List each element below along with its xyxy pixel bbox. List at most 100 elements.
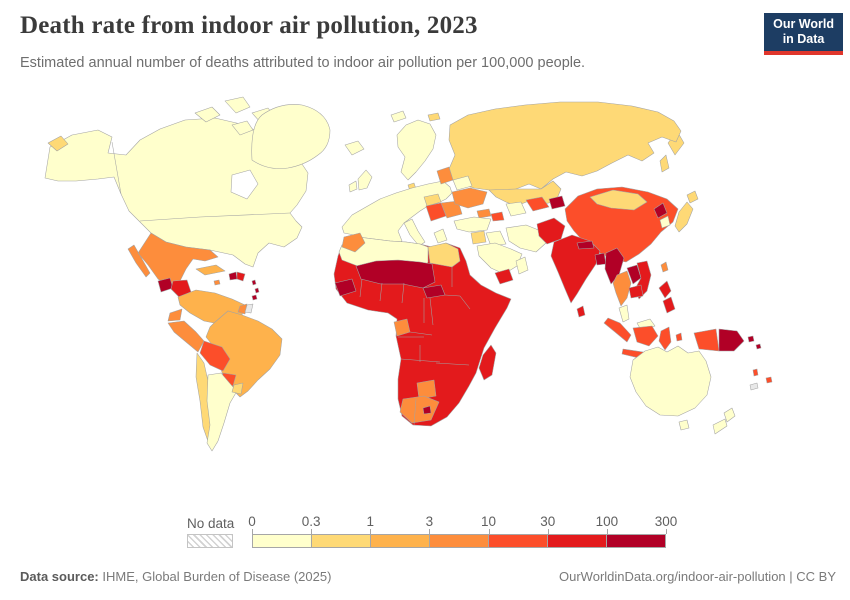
region-greece[interactable]: [433, 228, 448, 244]
region-belarus[interactable]: [452, 175, 473, 191]
region-madagascar[interactable]: [478, 344, 497, 381]
region-haiti[interactable]: [228, 271, 238, 281]
region-dominican-republic[interactable]: [236, 271, 246, 282]
region-italy[interactable]: [403, 218, 426, 247]
region-lesotho[interactable]: [422, 405, 432, 415]
legend-bin[interactable]: [606, 535, 665, 547]
legend-bin[interactable]: [547, 535, 606, 547]
region-azerbaijan[interactable]: [490, 211, 505, 222]
us-canada-border: [139, 212, 291, 222]
legend-tick-label: 10: [481, 514, 497, 529]
region-syria-jordan[interactable]: [470, 230, 487, 245]
legend-color-bar[interactable]: [252, 534, 666, 548]
legend-bin[interactable]: [253, 535, 311, 547]
region-turkey[interactable]: [453, 216, 492, 233]
region-south-korea[interactable]: [659, 215, 671, 229]
region-indonesian-papua[interactable]: [693, 328, 720, 352]
region-georgia[interactable]: [476, 208, 492, 219]
region-oman[interactable]: [515, 256, 529, 275]
region-sri-lanka[interactable]: [576, 305, 586, 318]
region-philippines[interactable]: [658, 280, 676, 314]
region-united-kingdom[interactable]: [357, 169, 373, 191]
region-tasmania[interactable]: [678, 419, 690, 431]
region-morocco[interactable]: [341, 232, 366, 253]
region-french-guiana[interactable]: [244, 303, 254, 314]
region-nepal[interactable]: [576, 240, 595, 250]
region-sulawesi[interactable]: [658, 326, 672, 351]
legend-tick-marks: [252, 529, 667, 534]
region-south-africa[interactable]: [399, 395, 440, 424]
region-scandinavia[interactable]: [396, 119, 437, 181]
region-jamaica[interactable]: [213, 279, 221, 286]
owid-logo-line2: in Data: [782, 32, 825, 46]
region-papua-new-guinea[interactable]: [718, 328, 745, 352]
region-sumatra[interactable]: [603, 317, 632, 343]
region-vanuatu[interactable]: [752, 368, 759, 377]
region-ecuador[interactable]: [167, 308, 183, 322]
africa-internal-borders: [359, 267, 471, 426]
region-franz-josef[interactable]: [427, 112, 441, 122]
region-suriname[interactable]: [237, 303, 248, 315]
region-moluccas[interactable]: [675, 332, 683, 342]
region-new-caledonia[interactable]: [749, 382, 759, 391]
region-canadian-arctic[interactable]: [194, 96, 276, 136]
region-lesser-antilles[interactable]: [251, 279, 260, 301]
legend-bin[interactable]: [488, 535, 547, 547]
region-taiwan[interactable]: [660, 261, 669, 273]
region-mongolia[interactable]: [589, 189, 648, 211]
footer-link[interactable]: OurWorldinData.org/indoor-air-pollution …: [559, 569, 836, 584]
region-iran[interactable]: [505, 224, 547, 253]
region-egypt[interactable]: [427, 242, 461, 268]
region-ukraine[interactable]: [451, 187, 488, 209]
legend-tick-labels: 0 0.3 1 3 10 30 100 300: [248, 514, 677, 530]
region-iceland[interactable]: [344, 140, 365, 156]
region-cambodia[interactable]: [628, 284, 644, 299]
legend-no-data-label: No data: [187, 516, 235, 531]
legend-tick-label: 0.3: [301, 514, 321, 529]
region-ireland[interactable]: [348, 180, 358, 193]
region-argentina[interactable]: [206, 372, 238, 452]
region-india[interactable]: [550, 234, 601, 304]
region-malaysia[interactable]: [618, 304, 630, 323]
region-botswana[interactable]: [416, 379, 437, 400]
legend-bin[interactable]: [370, 535, 429, 547]
legend-bin[interactable]: [429, 535, 488, 547]
region-north-america[interactable]: [44, 117, 309, 268]
legend-tick-label: 30: [540, 514, 556, 529]
region-japan[interactable]: [674, 190, 699, 233]
owid-logo[interactable]: Our World in Data: [764, 13, 843, 55]
region-new-zealand[interactable]: [712, 407, 736, 435]
region-north-korea[interactable]: [653, 202, 668, 219]
legend-no-data-swatch[interactable]: [187, 534, 233, 548]
region-sahel-mali-niger-chad[interactable]: [355, 259, 436, 289]
region-uzbekistan[interactable]: [525, 196, 550, 212]
region-bolivia[interactable]: [199, 340, 231, 372]
region-solomon-islands[interactable]: [747, 335, 762, 350]
legend-bin[interactable]: [311, 535, 370, 547]
region-peru[interactable]: [167, 320, 205, 353]
region-central-europe[interactable]: [423, 193, 442, 207]
region-uruguay[interactable]: [231, 382, 244, 395]
region-iraq[interactable]: [485, 230, 507, 247]
region-kyrgyzstan-tajikistan[interactable]: [548, 195, 566, 210]
region-greenland[interactable]: [251, 104, 331, 169]
region-balkans[interactable]: [425, 202, 447, 222]
region-bangladesh[interactable]: [594, 252, 607, 266]
region-cuba[interactable]: [195, 264, 226, 276]
legend-tick-label: 0: [248, 514, 256, 529]
region-turkmenistan[interactable]: [505, 201, 527, 217]
page-subtitle: Estimated annual number of deaths attrib…: [20, 55, 586, 71]
world-choropleth-map: [44, 96, 773, 452]
region-fiji[interactable]: [765, 376, 773, 384]
region-mexico[interactable]: [127, 232, 219, 288]
region-thailand[interactable]: [612, 270, 632, 307]
region-svalbard[interactable]: [390, 110, 407, 123]
region-australia[interactable]: [629, 345, 712, 417]
page-title: Death rate from indoor air pollution, 20…: [20, 12, 478, 39]
region-russia[interactable]: [448, 101, 682, 194]
region-yemen[interactable]: [494, 268, 514, 285]
region-guinea[interactable]: [334, 278, 357, 297]
footer: Data source: IHME, Global Burden of Dise…: [20, 569, 836, 584]
region-saudi-arabia[interactable]: [476, 242, 523, 275]
region-kalimantan[interactable]: [632, 325, 659, 347]
